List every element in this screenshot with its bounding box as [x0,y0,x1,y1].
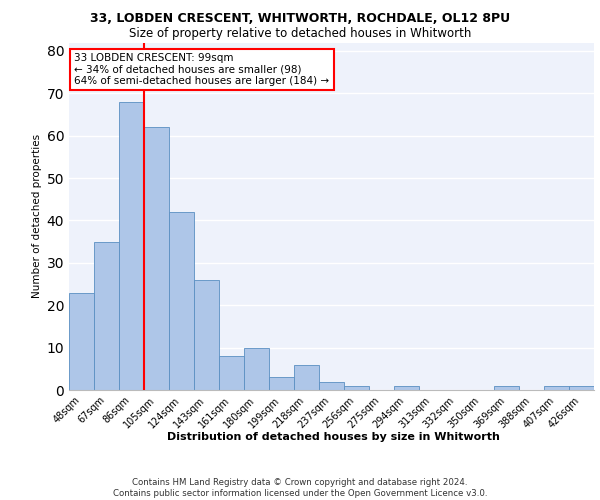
Text: Size of property relative to detached houses in Whitworth: Size of property relative to detached ho… [129,28,471,40]
Bar [294,364,319,390]
Bar [569,386,594,390]
Bar [169,212,194,390]
Bar [544,386,569,390]
Text: Distribution of detached houses by size in Whitworth: Distribution of detached houses by size … [167,432,499,442]
Bar [219,356,244,390]
Bar [319,382,344,390]
Bar [394,386,419,390]
Bar [194,280,219,390]
Text: 33 LOBDEN CRESCENT: 99sqm
← 34% of detached houses are smaller (98)
64% of semi-: 33 LOBDEN CRESCENT: 99sqm ← 34% of detac… [74,53,329,86]
Bar [144,128,169,390]
Bar [244,348,269,390]
Text: 33, LOBDEN CRESCENT, WHITWORTH, ROCHDALE, OL12 8PU: 33, LOBDEN CRESCENT, WHITWORTH, ROCHDALE… [90,12,510,26]
Bar [94,242,119,390]
Bar [269,378,294,390]
Bar [69,292,94,390]
Y-axis label: Number of detached properties: Number of detached properties [32,134,43,298]
Text: Contains HM Land Registry data © Crown copyright and database right 2024.
Contai: Contains HM Land Registry data © Crown c… [113,478,487,498]
Bar [344,386,369,390]
Bar [494,386,519,390]
Bar [119,102,144,390]
